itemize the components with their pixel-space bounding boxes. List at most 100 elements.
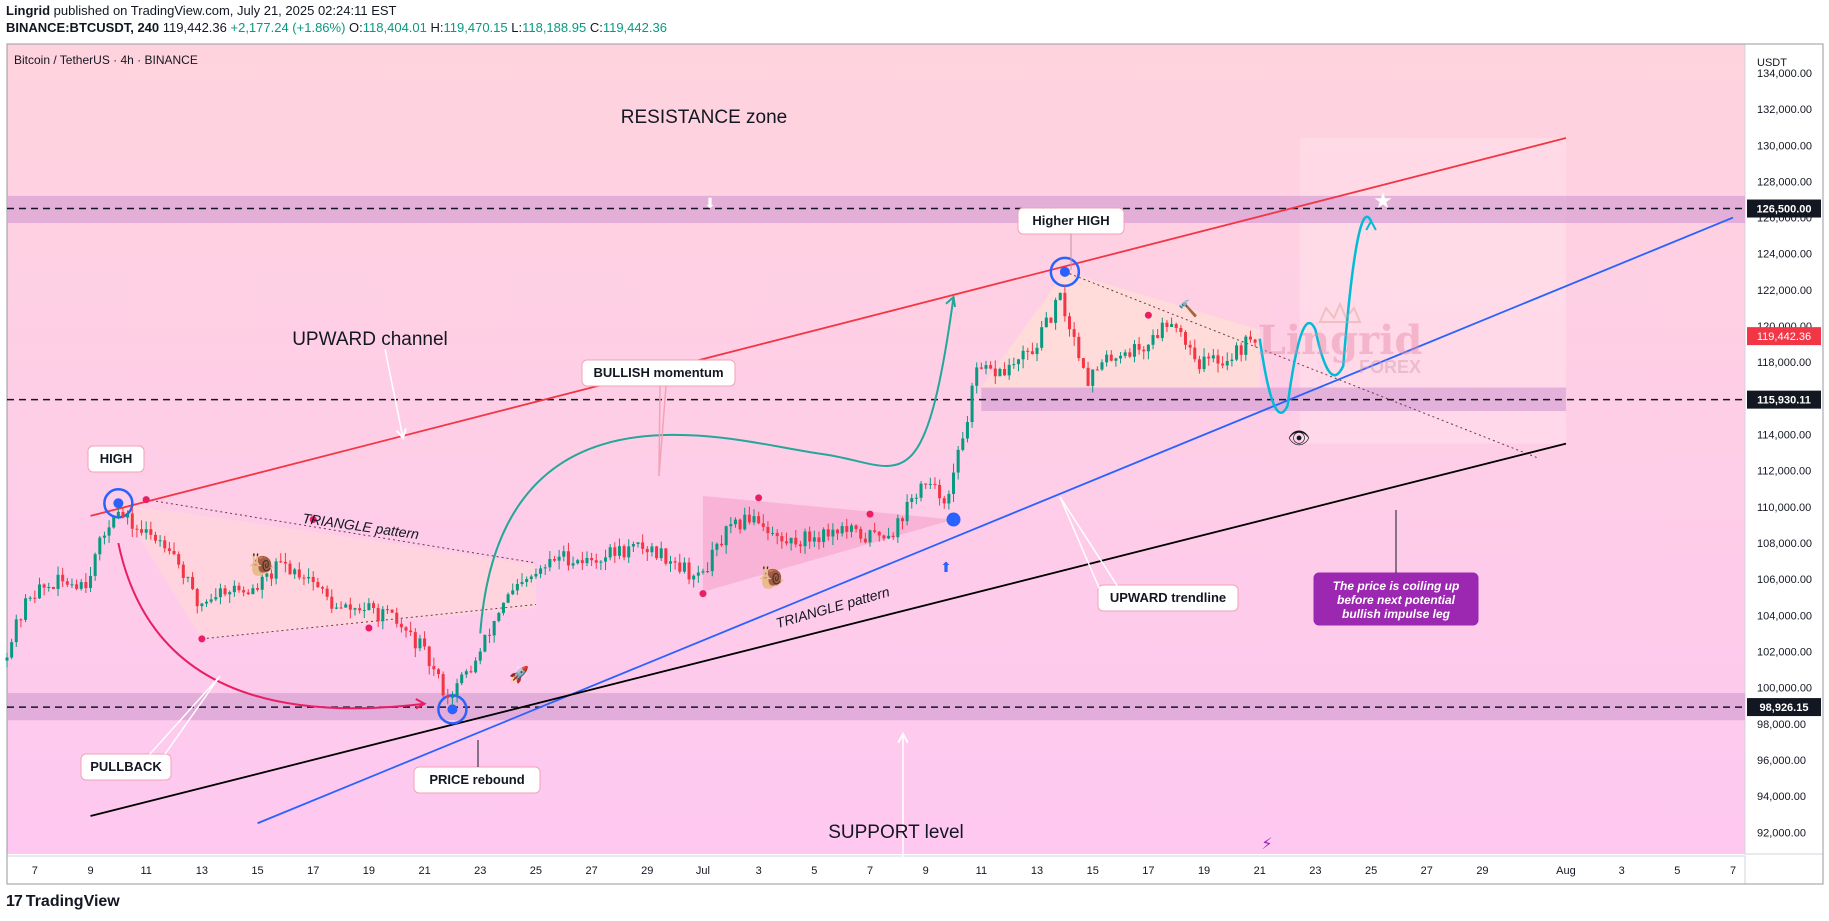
candle [863, 532, 867, 544]
candle [557, 549, 561, 570]
published-text: published on TradingView.com, July 21, 2… [53, 3, 397, 18]
price-axis[interactable] [1744, 43, 1824, 855]
time-tick-label: 27 [585, 865, 597, 877]
candle [1119, 351, 1123, 364]
candle [696, 565, 700, 583]
candle [594, 553, 598, 569]
price-tick-label: 118,000.00 [1757, 357, 1811, 369]
candle [195, 587, 199, 614]
triangle-lower-border[interactable] [201, 603, 536, 640]
hammer-icon: 🔨 [1178, 299, 1198, 318]
candle [794, 529, 798, 548]
candle [650, 542, 654, 557]
candle [1016, 358, 1020, 372]
bullish-momentum-label[interactable]: BULLISH momentum [581, 359, 736, 387]
trend-touch-dot[interactable] [946, 512, 961, 527]
level-price-tag[interactable] [1747, 199, 1821, 218]
candle [539, 565, 543, 579]
triangle-upper-border[interactable] [146, 499, 537, 564]
trendline[interactable] [257, 216, 1734, 825]
time-tick-label: 7 [1730, 865, 1736, 877]
level-price-tag[interactable] [1747, 698, 1821, 717]
candle [89, 566, 93, 592]
candle [144, 521, 148, 540]
candle [61, 567, 65, 587]
candle [1081, 357, 1085, 369]
pullback-arrow[interactable] [117, 542, 425, 710]
publisher-name[interactable]: Lingrid [6, 3, 51, 18]
candle [840, 522, 844, 537]
candle [1197, 355, 1201, 374]
candle [325, 585, 329, 601]
high-label[interactable]: HIGH [87, 445, 145, 473]
time-tick-label: 29 [1476, 865, 1488, 877]
candle [497, 611, 501, 623]
time-tick-label: 29 [641, 865, 653, 877]
current-price-tag[interactable] [1747, 327, 1821, 346]
tradingview-brand[interactable]: 17 TradingView [6, 893, 120, 911]
candle [344, 602, 348, 608]
lightning-icon: ⚡ [1261, 834, 1272, 853]
price-tick-label: 132,000.00 [1757, 104, 1812, 116]
candle [1035, 343, 1039, 362]
rebound-label[interactable]: PRICE rebound [413, 766, 541, 794]
price-tick-label: 98,000.00 [1757, 719, 1806, 731]
candle [1095, 366, 1099, 371]
channel-pointer-head [395, 428, 407, 441]
currency-label[interactable]: USDT [1757, 57, 1787, 69]
resistance-zone-label: RESISTANCE zone [621, 107, 787, 128]
eye-icon: 👁 [1288, 428, 1311, 449]
level-price-tag[interactable] [1747, 390, 1821, 409]
candle [237, 582, 241, 593]
candle [905, 494, 909, 526]
brand-text: TradingView [25, 893, 120, 910]
candle [302, 574, 306, 586]
candle [1058, 292, 1062, 301]
price-tick-label: 104,000.00 [1757, 610, 1812, 622]
candle [177, 551, 181, 569]
level-price-tag-text: 126,500.00 [1756, 204, 1811, 216]
snail-icon: 🐌 [248, 552, 275, 578]
candle [631, 541, 635, 553]
candle [372, 600, 376, 614]
bullish-momentum-arrow[interactable] [479, 296, 955, 634]
last-price: 119,442.36 [162, 20, 227, 35]
candle [743, 507, 747, 531]
price-tick-label: 130,000.00 [1757, 140, 1812, 152]
candle [10, 638, 14, 660]
trendline[interactable] [90, 137, 1567, 517]
candle [599, 560, 603, 571]
candle [65, 577, 69, 588]
candle [975, 362, 979, 394]
projection-path[interactable] [1258, 215, 1373, 414]
trendline[interactable] [90, 442, 1567, 817]
candle [622, 544, 626, 561]
candle [37, 577, 41, 599]
candle [576, 558, 580, 565]
price-tick-label: 128,000.00 [1757, 176, 1812, 188]
candle [1244, 334, 1248, 361]
time-tick-label: 19 [363, 865, 375, 877]
chart-frame [6, 43, 1824, 885]
candle [752, 509, 756, 526]
bullish-momentum-arrow-head [945, 295, 957, 308]
higher-high-label[interactable]: Higher HIGH [1017, 207, 1125, 235]
symbol-name[interactable]: BINANCE:BTCUSDT, 240 [6, 20, 160, 35]
candle [947, 490, 951, 510]
pullback-label[interactable]: PULLBACK [80, 753, 172, 781]
time-tick-label: 11 [976, 865, 987, 877]
time-axis[interactable] [6, 855, 1746, 885]
projection-arrow-head [1365, 219, 1377, 231]
candle [116, 508, 120, 520]
candle [1044, 312, 1048, 328]
candle [511, 583, 515, 596]
candle [543, 564, 547, 575]
time-tick-label: Aug [1556, 865, 1576, 877]
candle [655, 545, 659, 560]
candle [1109, 350, 1113, 362]
candle [1012, 357, 1016, 369]
upward-trendline-label[interactable]: UPWARD trendline [1097, 584, 1239, 612]
candle [293, 567, 297, 579]
